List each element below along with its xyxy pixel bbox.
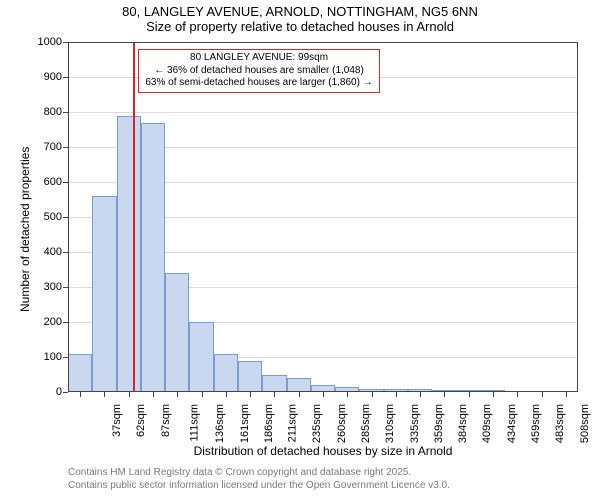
x-tick-mark [202,392,203,397]
x-tick-label: 409sqm [482,404,494,443]
y-tick-mark [63,392,68,393]
y-tick-mark [63,147,68,148]
x-tick-label: 161sqm [239,404,251,443]
x-tick-label: 310sqm [384,404,396,443]
x-tick-mark [372,392,373,397]
y-tick-label: 800 [44,106,62,118]
x-tick-mark [323,392,324,397]
y-tick-label: 100 [44,351,62,363]
x-tick-label: 235sqm [312,404,324,443]
y-axis-label: Number of detached properties [18,147,32,312]
y-tick-mark [63,252,68,253]
y-tick-label: 400 [44,246,62,258]
x-tick-label: 211sqm [286,404,298,442]
y-tick-label: 300 [44,281,62,293]
y-tick-mark [63,77,68,78]
gridline [68,112,578,113]
y-tick-mark [63,217,68,218]
histogram-bar [262,375,286,393]
x-tick-label: 483sqm [554,404,566,443]
x-tick-mark [177,392,178,397]
x-tick-mark [226,392,227,397]
annotation-line: 80 LANGLEY AVENUE: 99sqm [145,52,372,65]
x-tick-mark [493,392,494,397]
y-tick-mark [63,287,68,288]
x-tick-mark [542,392,543,397]
x-tick-label: 62sqm [135,404,147,437]
x-tick-mark [444,392,445,397]
y-tick-label: 900 [44,71,62,83]
y-tick-mark [63,42,68,43]
x-tick-mark [347,392,348,397]
plot-area: 0100200300400500600700800900100037sqm62s… [68,42,578,392]
annotation-line: 63% of semi-detached houses are larger (… [145,77,372,90]
x-tick-mark [396,392,397,397]
x-tick-mark [517,392,518,397]
y-tick-label: 500 [44,211,62,223]
x-tick-mark [129,392,130,397]
chart-title-line2: Size of property relative to detached ho… [0,19,600,34]
histogram-bar [311,385,335,392]
x-tick-mark [250,392,251,397]
annotation-line: ← 36% of detached houses are smaller (1,… [145,65,372,78]
histogram-bar [238,361,262,393]
footer-line1: Contains HM Land Registry data © Crown c… [68,466,450,479]
histogram-bar [141,123,165,393]
footer-line2: Contains public sector information licen… [68,479,450,492]
x-tick-mark [299,392,300,397]
y-tick-label: 1000 [38,36,62,48]
x-tick-label: 285sqm [360,404,372,443]
y-tick-label: 600 [44,176,62,188]
x-tick-mark [153,392,154,397]
histogram-bar [214,354,238,393]
x-tick-label: 37sqm [111,404,123,437]
x-tick-label: 111sqm [189,404,201,442]
x-tick-mark [566,392,567,397]
x-tick-label: 384sqm [457,404,469,443]
x-axis-label: Distribution of detached houses by size … [68,444,578,458]
chart-title-block: 80, LANGLEY AVENUE, ARNOLD, NOTTINGHAM, … [0,4,600,34]
histogram-bar [117,116,141,393]
x-tick-mark [80,392,81,397]
x-tick-mark [469,392,470,397]
x-tick-mark [420,392,421,397]
x-tick-label: 359sqm [433,404,445,443]
histogram-bar [68,354,92,393]
histogram-bar [165,273,189,392]
x-tick-mark [104,392,105,397]
x-tick-label: 508sqm [579,404,591,443]
x-tick-label: 434sqm [506,404,518,443]
x-tick-mark [274,392,275,397]
x-tick-label: 459sqm [530,404,542,443]
y-tick-mark [63,112,68,113]
x-tick-label: 335sqm [409,404,421,443]
x-tick-label: 186sqm [263,404,275,443]
y-tick-label: 700 [44,141,62,153]
reference-line [133,42,135,392]
x-tick-label: 260sqm [336,404,348,443]
histogram-bar [92,196,116,392]
x-tick-label: 87sqm [160,404,172,437]
y-tick-mark [63,322,68,323]
y-tick-label: 200 [44,316,62,328]
histogram-bar [287,378,311,392]
y-tick-label: 0 [56,386,62,398]
histogram-bar [189,322,213,392]
y-tick-mark [63,182,68,183]
annotation-box: 80 LANGLEY AVENUE: 99sqm← 36% of detache… [138,49,379,93]
chart-stage: 80, LANGLEY AVENUE, ARNOLD, NOTTINGHAM, … [0,0,600,500]
chart-title-line1: 80, LANGLEY AVENUE, ARNOLD, NOTTINGHAM, … [0,4,600,19]
footer-attribution: Contains HM Land Registry data © Crown c… [68,466,450,492]
x-tick-label: 136sqm [214,404,226,443]
